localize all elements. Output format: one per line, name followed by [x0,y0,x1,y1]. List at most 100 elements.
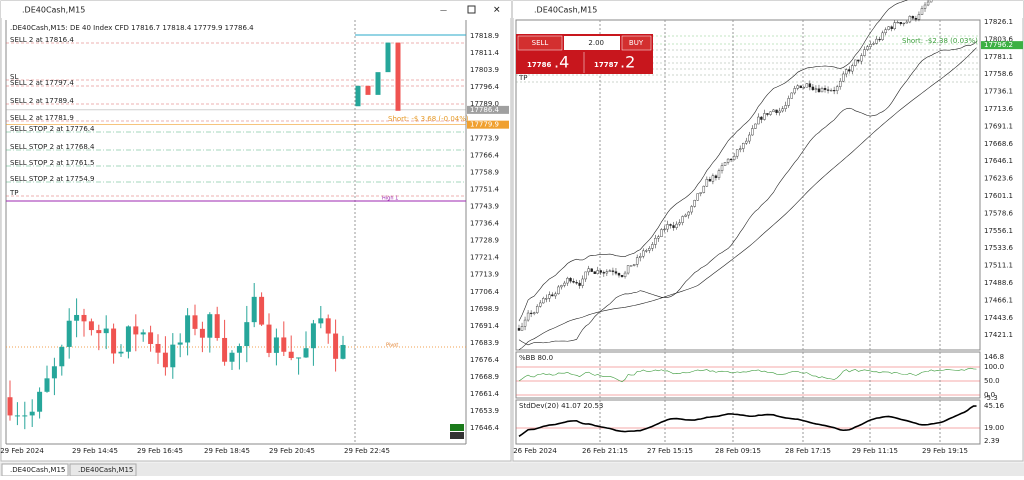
candle [566,277,569,284]
bb-axis-label: 0.0 [984,391,995,399]
candle [881,32,884,40]
candle [860,55,863,62]
candle [684,214,687,217]
candle [96,330,102,334]
sell-button[interactable] [517,35,563,51]
candle [66,320,72,347]
candle [914,18,918,20]
max-btn[interactable] [467,5,476,14]
candle [608,270,612,272]
price-box-label: 17796.2 [984,41,1013,49]
candle [654,237,657,245]
price-label: 17698.9 [470,305,499,313]
candle [605,271,609,274]
candle [118,351,124,354]
candle [726,158,730,163]
volume-input[interactable] [564,36,620,50]
candle [672,225,675,228]
candle [542,298,545,304]
date-label: 26 Feb 21:15 [582,447,628,455]
right-window [512,0,1024,462]
order-label: TP [9,189,19,197]
candle [775,109,778,113]
candle [808,83,812,88]
candle [902,22,906,25]
left-titlebar[interactable] [1,1,511,18]
candle [866,46,869,50]
candle [103,328,109,334]
price-box [981,41,1023,50]
candle [848,69,851,72]
candle [757,116,760,125]
candle [742,142,745,149]
candle [340,344,346,359]
candle [796,85,799,89]
tab-label: .DE40Cash,M15 [10,466,65,474]
candle [22,415,28,417]
candle [318,318,324,324]
candle [244,322,250,347]
price-label: 17811.4 [470,49,499,57]
candle [693,200,696,207]
date-label: 29 Feb 20:45 [269,447,315,455]
candle [863,49,866,56]
right-titlebar[interactable] [513,1,1023,18]
candle [735,149,739,157]
candle [207,314,213,338]
candle [385,42,391,73]
date-label: 26 Feb 2024 [513,447,557,455]
close-btn[interactable]: ✕ [493,6,501,16]
left-window [0,0,512,462]
candle [642,250,645,257]
candle [37,391,43,412]
candle [805,83,809,88]
candle [177,342,183,345]
candle [811,86,815,90]
price-label: 17781.1 [984,53,1013,61]
date-label: 29 Feb 19:15 [922,447,968,455]
order-label: SL [10,73,18,81]
candle [596,270,599,274]
candle [281,337,287,352]
candle [729,158,733,161]
candle [781,108,784,112]
bollinger-lower [518,41,977,346]
candle [155,343,161,353]
date-label: 29 Feb 14:45 [72,447,118,455]
candle [520,326,524,331]
candle [584,271,587,280]
candle [872,43,875,45]
price-label: 17488.6 [984,279,1013,287]
price-label: 17691.1 [984,122,1013,130]
candle [355,85,361,107]
candle [590,268,593,272]
tp-label: TP [518,74,528,82]
candle [88,321,94,331]
candle [74,314,80,321]
candle [29,411,35,416]
order-label: SELL STOP 2 at 17761.5 [10,159,94,167]
candle [681,216,684,223]
candle [523,319,527,327]
candle [199,328,205,338]
candle [778,110,781,113]
candle [111,328,117,354]
min-btn[interactable]: — [440,6,447,14]
price-label: 17646.4 [470,424,499,432]
candle [593,271,596,274]
candle [708,179,712,182]
candle [569,277,572,282]
price-label: 17706.4 [470,288,499,296]
candle [751,128,754,136]
candle [890,26,893,30]
candle [717,170,721,178]
candle [820,88,824,93]
sd-axis-label: 2.39 [984,437,1000,445]
price-label: 17668.9 [470,373,499,381]
right-title: .DE40Cash,M15 [534,6,597,15]
candle [675,223,678,228]
candle [648,248,651,251]
buy-button[interactable] [621,35,652,51]
candle [517,328,521,331]
candle [563,282,566,286]
